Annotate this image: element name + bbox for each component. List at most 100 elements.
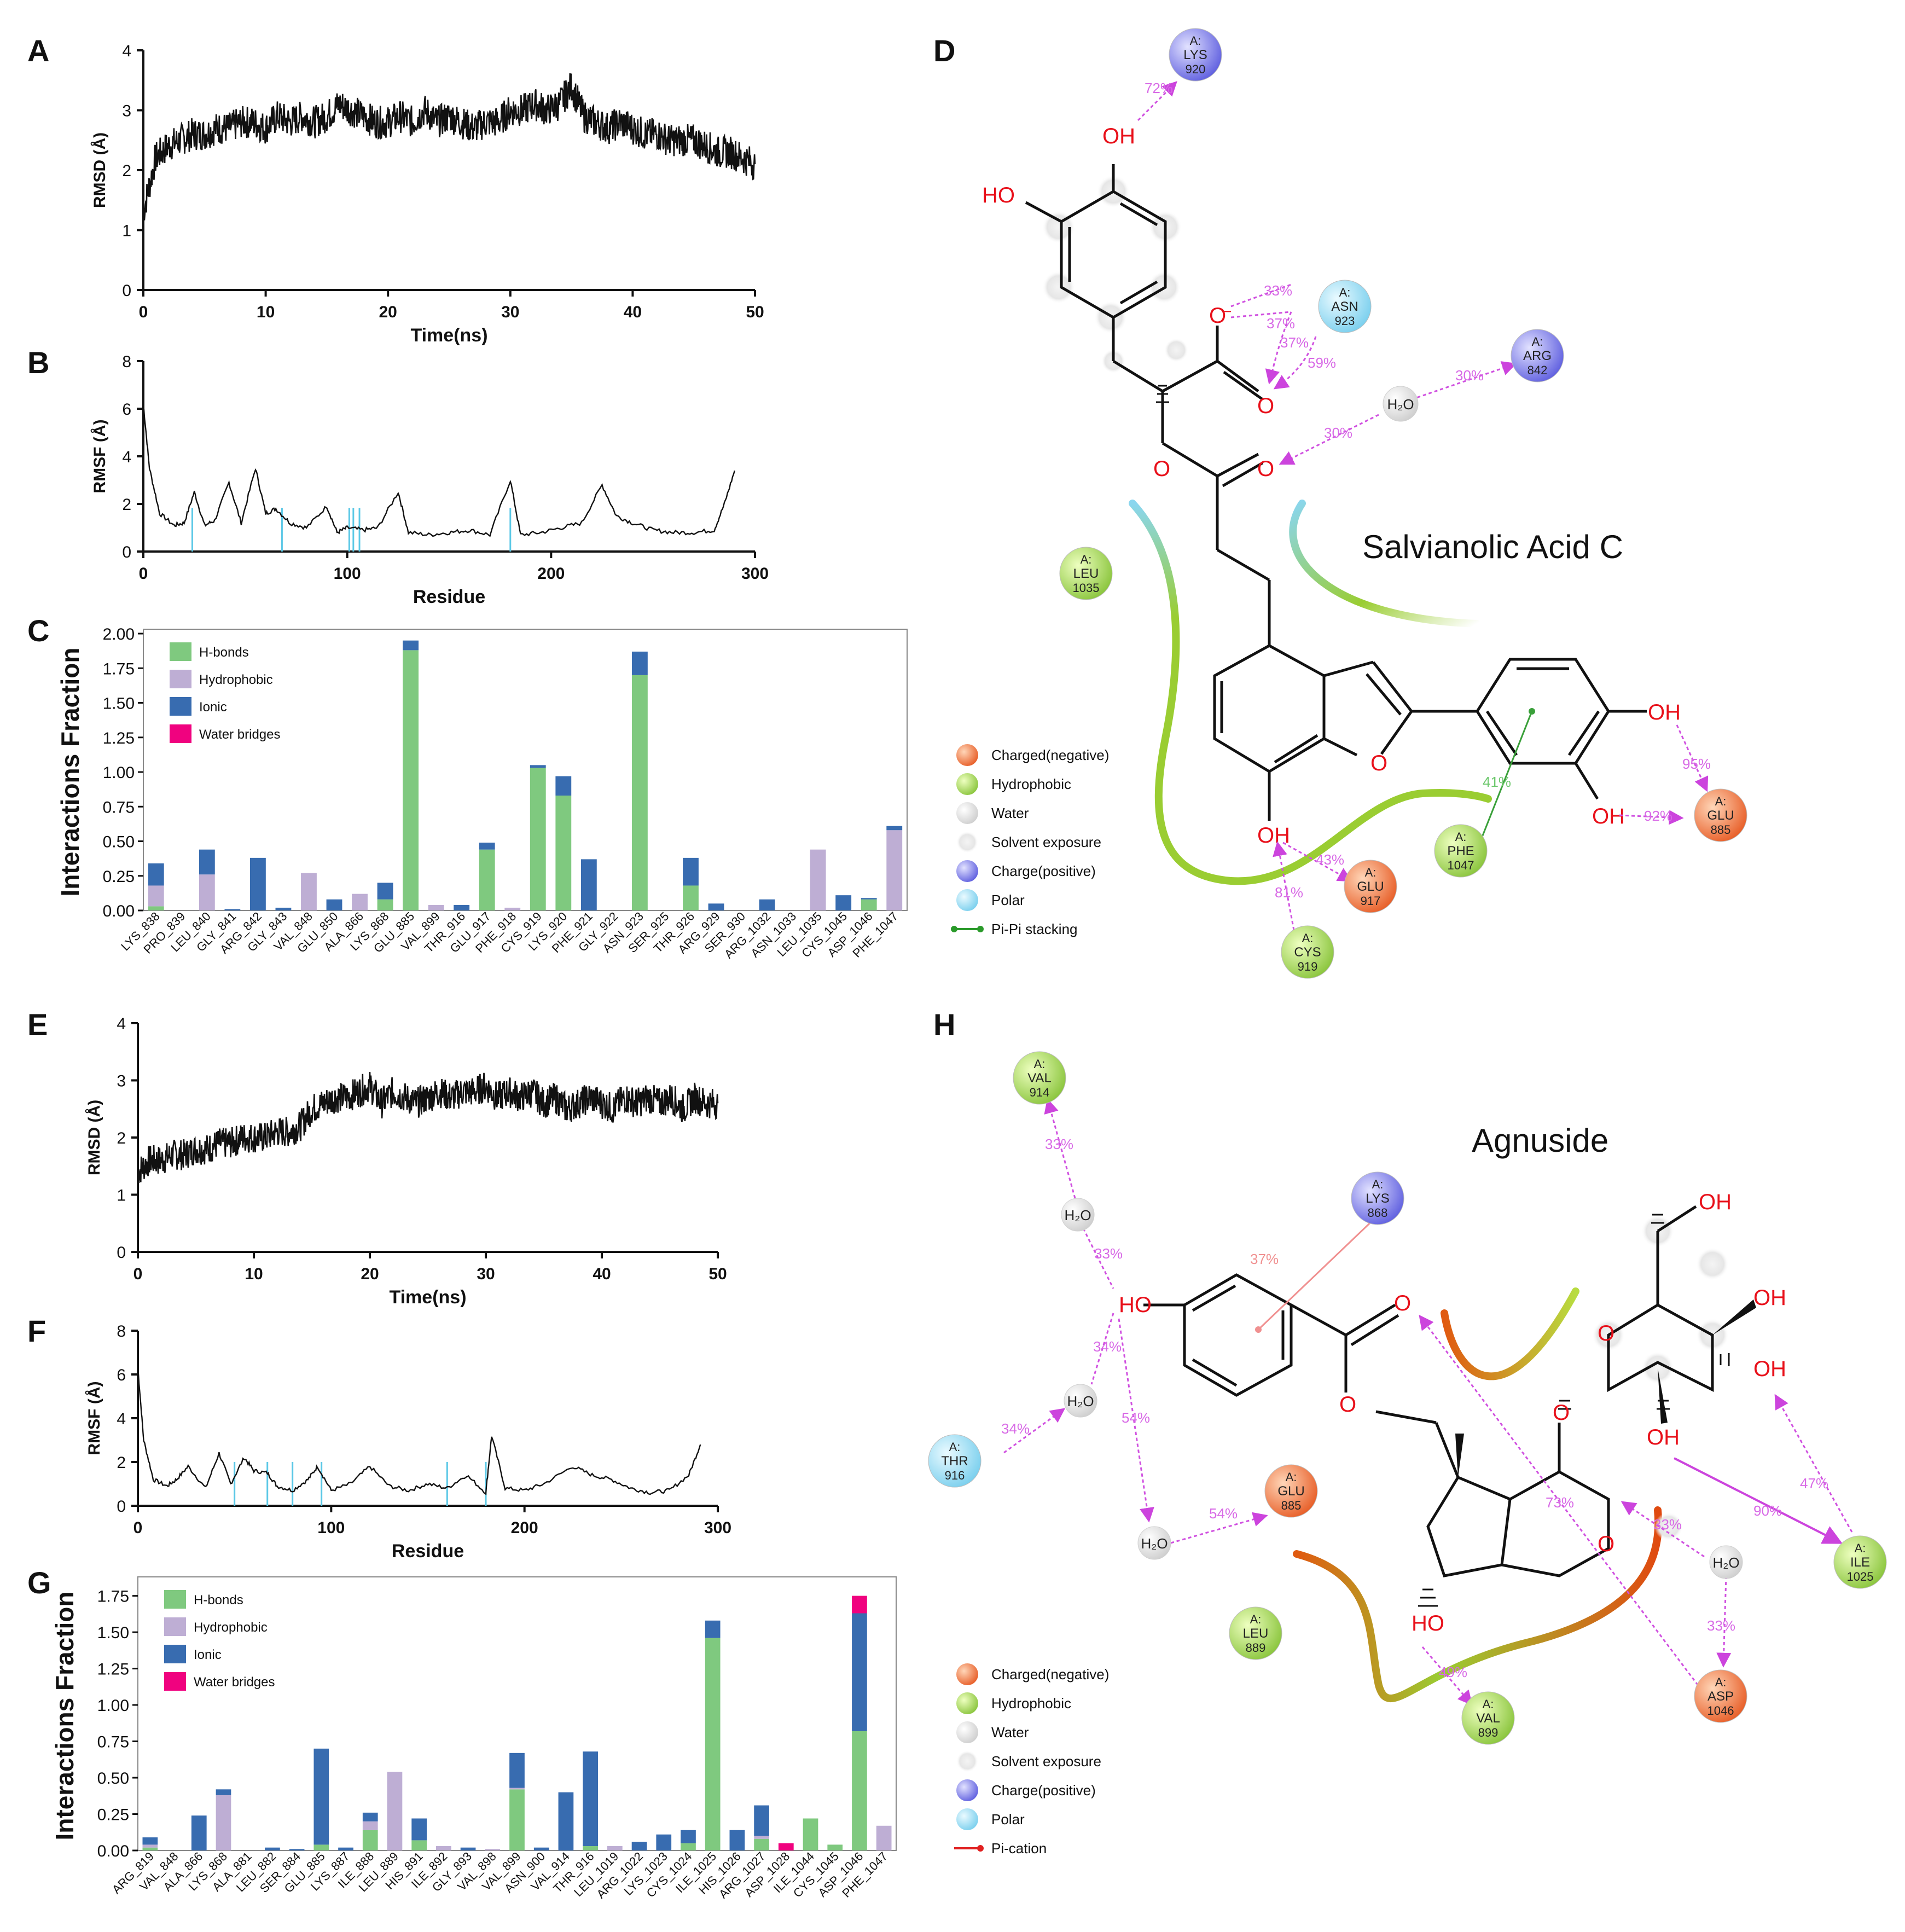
y-axis-label: Interactions Fraction — [50, 1592, 79, 1841]
legend-label: H-bonds — [199, 645, 249, 660]
bar-segment — [338, 1847, 353, 1850]
ligand-atoms: OH HO O O O O O OH OH OH − — [982, 124, 1681, 848]
pi-cation-dot — [1255, 1326, 1262, 1333]
bar-segment — [460, 1847, 476, 1850]
residue-name: LEU — [1243, 1626, 1269, 1641]
y-tick-label: 6 — [117, 1366, 126, 1384]
residue-bubble — [1511, 329, 1564, 382]
chart-legend: H-bonds Hydrophobic Ionic Water bridges — [164, 1590, 275, 1691]
bar-segment — [631, 651, 648, 675]
residue-chain: A: — [1250, 1612, 1262, 1626]
bar-segment — [142, 1837, 158, 1845]
percent-label: 92% — [1644, 808, 1672, 824]
bar-segment — [705, 1620, 721, 1638]
bar-segment — [583, 1846, 598, 1850]
residue-bubble — [1013, 1051, 1066, 1105]
residue-nodes-d: A:LYS920A:ASN923A:ARG842A:LEU1035A:GLU88… — [1059, 28, 1747, 979]
residue-name: LYS — [1183, 48, 1207, 62]
legend-label: H-bonds — [194, 1593, 243, 1608]
residue-bubble — [1833, 1535, 1887, 1589]
legend-label: Water bridges — [199, 727, 281, 742]
residue-chain: A: — [1034, 1057, 1046, 1071]
legend-label: Water — [991, 1724, 1029, 1740]
water-node: H₂O — [1383, 386, 1419, 422]
y-tick-label: 1.75 — [103, 660, 135, 678]
legend-label: Polar — [991, 1811, 1025, 1827]
residue-name: CYS — [1294, 945, 1321, 960]
residue-bubble — [1264, 1464, 1318, 1518]
x-tick-label: 300 — [704, 1519, 731, 1537]
ligand-stereo — [1418, 1214, 1730, 1607]
legend-swatch — [164, 1590, 186, 1609]
residue-number: 923 — [1335, 314, 1355, 328]
y-axis-label: Interactions Fraction — [56, 648, 84, 897]
y-tick-label: 0.75 — [97, 1733, 129, 1751]
water-node: H₂O — [1061, 1198, 1095, 1232]
percent-label: 37% — [1250, 1251, 1279, 1267]
percent-label: 47% — [1800, 1475, 1828, 1492]
residue-chain: A: — [1365, 866, 1377, 879]
residue-name: ARG — [1523, 349, 1552, 363]
x-tick-label: 0 — [139, 303, 148, 321]
y-tick-label: 0.25 — [103, 868, 135, 886]
percent-label: 41% — [1483, 774, 1511, 790]
plot-frame — [143, 629, 908, 911]
residue-name: GLU — [1707, 808, 1734, 823]
residue-bubble — [1694, 788, 1747, 842]
data-series-line — [137, 1072, 719, 1183]
bar-segment — [708, 903, 724, 910]
legend-label: Pi-cation — [991, 1840, 1047, 1856]
bar-segment — [754, 1838, 769, 1850]
rmsf-chart-b: 0 2 4 6 8 0 100 200 300 Residue RMSF (Å) — [91, 353, 769, 607]
bar-segment — [362, 1821, 378, 1830]
legend-swatch — [170, 642, 191, 661]
y-tick-label: 1.25 — [103, 729, 135, 747]
legend-swatch — [956, 1779, 978, 1801]
legend-label: Hydrophobic — [199, 672, 273, 687]
percent-label: 33% — [1094, 1245, 1123, 1262]
percent-label: 43% — [1316, 851, 1344, 868]
bar-segment — [148, 885, 164, 907]
panel-letter-f: F — [27, 1314, 46, 1348]
percent-label: 49% — [1439, 1664, 1467, 1680]
residue-number: 842 — [1528, 363, 1548, 377]
residue-chain: A: — [949, 1440, 961, 1454]
legend-swatch — [170, 697, 191, 716]
y-tick-label: 2 — [122, 162, 131, 180]
residue-bubble — [1694, 1669, 1747, 1723]
y-tick-label: 4 — [122, 42, 131, 60]
bar-segment — [313, 1844, 329, 1850]
bar-segment — [861, 899, 877, 910]
residue-chain: A: — [1286, 1470, 1297, 1484]
percent-label: 90% — [1753, 1502, 1782, 1519]
bar-segment — [631, 1842, 647, 1850]
bar-segment — [454, 904, 470, 910]
x-axis-label: Residue — [413, 587, 485, 607]
legend-h: Charged(negative) Hydrophobic Water Solvent… — [954, 1663, 1109, 1856]
residue-chain: A: — [1532, 335, 1543, 349]
residue-name: LYS — [1366, 1191, 1390, 1206]
bar-segment — [580, 859, 597, 910]
residue-chain: A: — [1715, 1675, 1727, 1689]
bar-segment — [852, 1596, 867, 1614]
legend-swatch — [956, 1808, 978, 1830]
percent-label: 33% — [1045, 1136, 1073, 1152]
y-tick-label: 0.00 — [97, 1842, 129, 1860]
y-tick-label: 1 — [117, 1187, 126, 1205]
residue-number: 885 — [1711, 823, 1731, 837]
legend-swatch — [956, 744, 978, 766]
legend-dot — [951, 926, 957, 932]
atom-label: OH — [1647, 1425, 1680, 1449]
residue-name: ILE — [1850, 1555, 1870, 1570]
ligand-diagram-salvianolic: OH HO O O O O O OH OH OH − — [951, 28, 1747, 979]
bar-segment — [705, 1638, 721, 1850]
solvent-exposure-halos — [1592, 1215, 1729, 1541]
residue-chain: A: — [1483, 1697, 1494, 1711]
